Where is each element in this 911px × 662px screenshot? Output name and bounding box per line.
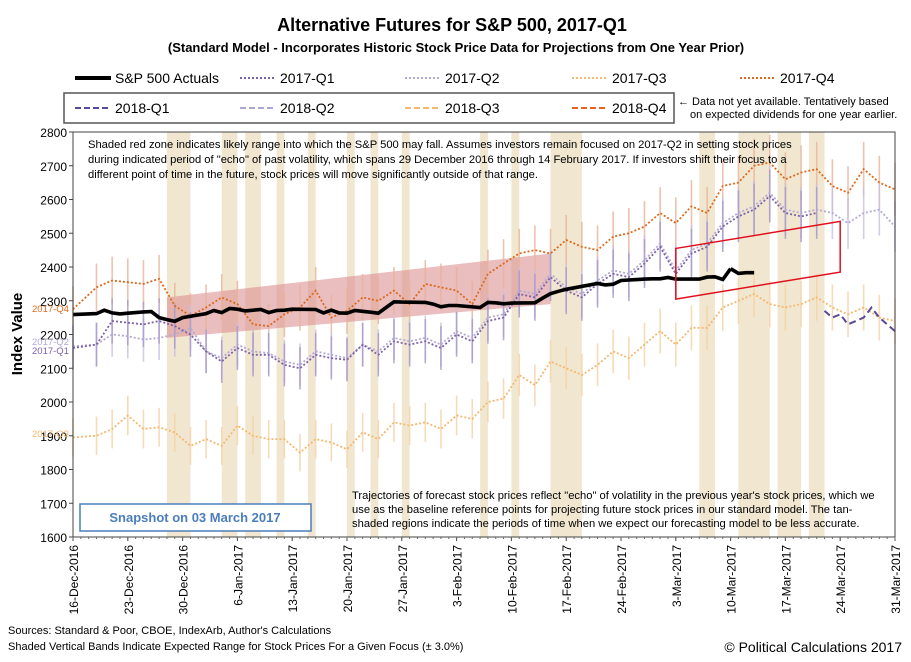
x-tick-label: 16-Dec-2016 xyxy=(67,545,81,615)
y-tick-label: 2200 xyxy=(40,329,67,343)
y-tick-label: 2000 xyxy=(40,396,67,410)
series-sp500-actuals-latest xyxy=(729,267,755,276)
y-tick-label: 1900 xyxy=(40,430,67,444)
legend-box xyxy=(63,92,675,124)
y-tick-label: 2600 xyxy=(40,194,67,208)
snapshot-box xyxy=(79,503,312,532)
x-tick-label: 30-Dec-2016 xyxy=(177,545,191,615)
legend-label: 2018-Q2 xyxy=(280,100,335,116)
sources-text: Sources: Standard & Poor, CBOE, IndexArb… xyxy=(8,625,332,637)
y-tick-label: 1700 xyxy=(40,497,67,511)
x-tick-label: 3-Mar-2017 xyxy=(670,545,684,607)
x-tick-label: 10-Feb-2017 xyxy=(505,545,519,614)
label-2017-q4: 2017-Q4 xyxy=(32,304,69,315)
x-tick-label: 17-Feb-2017 xyxy=(560,545,574,614)
red-range-zone xyxy=(166,253,551,338)
legend-label: S&P 500 Actuals xyxy=(115,70,219,86)
y-tick-label: 2700 xyxy=(40,160,67,174)
x-tick-label: 13-Jan-2017 xyxy=(286,545,300,613)
legend-note-line-1: ← Data not yet available. Tentatively ba… xyxy=(678,96,889,108)
series-2017-q1 xyxy=(72,194,817,370)
volatility-band xyxy=(370,132,379,537)
legend-label: 2018-Q1 xyxy=(115,100,170,116)
volatility-band xyxy=(307,132,316,537)
forecast-range-box xyxy=(675,220,841,300)
y-tick-label: 1800 xyxy=(40,464,67,478)
volatility-band xyxy=(221,132,238,537)
x-tick-label: 20-Jan-2017 xyxy=(341,545,355,613)
y-tick-label: 2400 xyxy=(40,261,67,275)
series-2018-q1 xyxy=(823,305,896,332)
y-axis: 1600 1700 1800 1900 2000 2100 2200 2300 2400 2500… xyxy=(40,126,73,545)
label-2017-q2: 2017-Q2 xyxy=(32,337,69,348)
legend-label: 2017-Q2 xyxy=(445,70,500,86)
copyright-text: © Political Calculations 2017 xyxy=(724,639,902,655)
x-tick-label: 27-Jan-2017 xyxy=(396,545,410,613)
volatility-band xyxy=(550,132,582,537)
series-2017-q4 xyxy=(72,161,896,328)
legend: S&P 500 Actuals 2017-Q1 2017-Q2 2017-Q3 2017… xyxy=(63,70,897,124)
chart-title: Alternative Futures for S&P 500, 2017-Q1 xyxy=(277,15,627,35)
legend-label: 2017-Q3 xyxy=(612,70,667,86)
volatility-band xyxy=(347,132,355,537)
legend-label: 2017-Q4 xyxy=(780,70,835,86)
series-lines xyxy=(72,161,896,454)
volatility-band xyxy=(480,132,488,537)
x-tick-label: 31-Mar-2017 xyxy=(889,545,903,614)
label-2017-q3: 2017-Q3 xyxy=(32,429,69,440)
x-tick-label: 23-Dec-2016 xyxy=(122,545,136,615)
y-tick-label: 2300 xyxy=(40,295,67,309)
legend-label: 2018-Q4 xyxy=(612,100,667,116)
y-axis-label: Index Value xyxy=(9,293,26,376)
volatility-band xyxy=(777,132,802,537)
volatility-band xyxy=(511,132,520,537)
x-axis: 16-Dec-2016 23-Dec-2016 30-Dec-2016 6-Jan-2… xyxy=(67,537,903,614)
bottom-note-line-3: shaded regions indicate the periods of t… xyxy=(352,518,859,530)
legend-label: 2018-Q3 xyxy=(445,100,500,116)
x-tick-label: 3-Feb-2017 xyxy=(451,545,465,607)
y-tick-label: 1600 xyxy=(40,531,67,545)
x-tick-label: 24-Mar-2017 xyxy=(834,545,848,614)
volatility-band xyxy=(808,132,825,537)
x-tick-label: 24-Feb-2017 xyxy=(615,545,629,614)
y-tick-label: 2800 xyxy=(40,126,67,140)
volatility-band xyxy=(276,132,285,537)
label-2017-q1: 2017-Q1 xyxy=(32,346,69,357)
top-note-line-3: different point of time in the future, s… xyxy=(88,169,538,181)
legend-note-line-2: on expected dividends for one year earli… xyxy=(690,109,897,121)
x-tick-label: 17-Mar-2017 xyxy=(779,545,793,614)
top-note-line-2: during indicated period of "echo" of pas… xyxy=(88,154,787,166)
bottom-note-line-1: Trajectories of forecast stock prices re… xyxy=(352,490,875,502)
x-tick-label: 10-Mar-2017 xyxy=(725,545,739,614)
y-tick-label: 2100 xyxy=(40,362,67,376)
snapshot-label: Snapshot on 03 March 2017 xyxy=(109,510,280,525)
forecast-box xyxy=(675,220,841,300)
series-sp500-actuals xyxy=(72,267,733,324)
y-tick-label: 2500 xyxy=(40,227,67,241)
top-note-line-1: Shaded red zone indicates likely range i… xyxy=(88,139,792,151)
red-zone-area xyxy=(166,253,551,338)
bands-note-text: Shaded Vertical Bands Indicate Expected … xyxy=(8,641,463,653)
chart-subtitle: (Standard Model - Incorporates Historic … xyxy=(168,40,744,55)
x-tick-label: 6-Jan-2017 xyxy=(231,545,245,606)
volatility-band xyxy=(401,132,410,537)
volatility-bands xyxy=(166,132,825,537)
bottom-note-line-2: use as the baseline reference points for… xyxy=(352,504,853,516)
legend-label: 2017-Q1 xyxy=(280,70,335,86)
